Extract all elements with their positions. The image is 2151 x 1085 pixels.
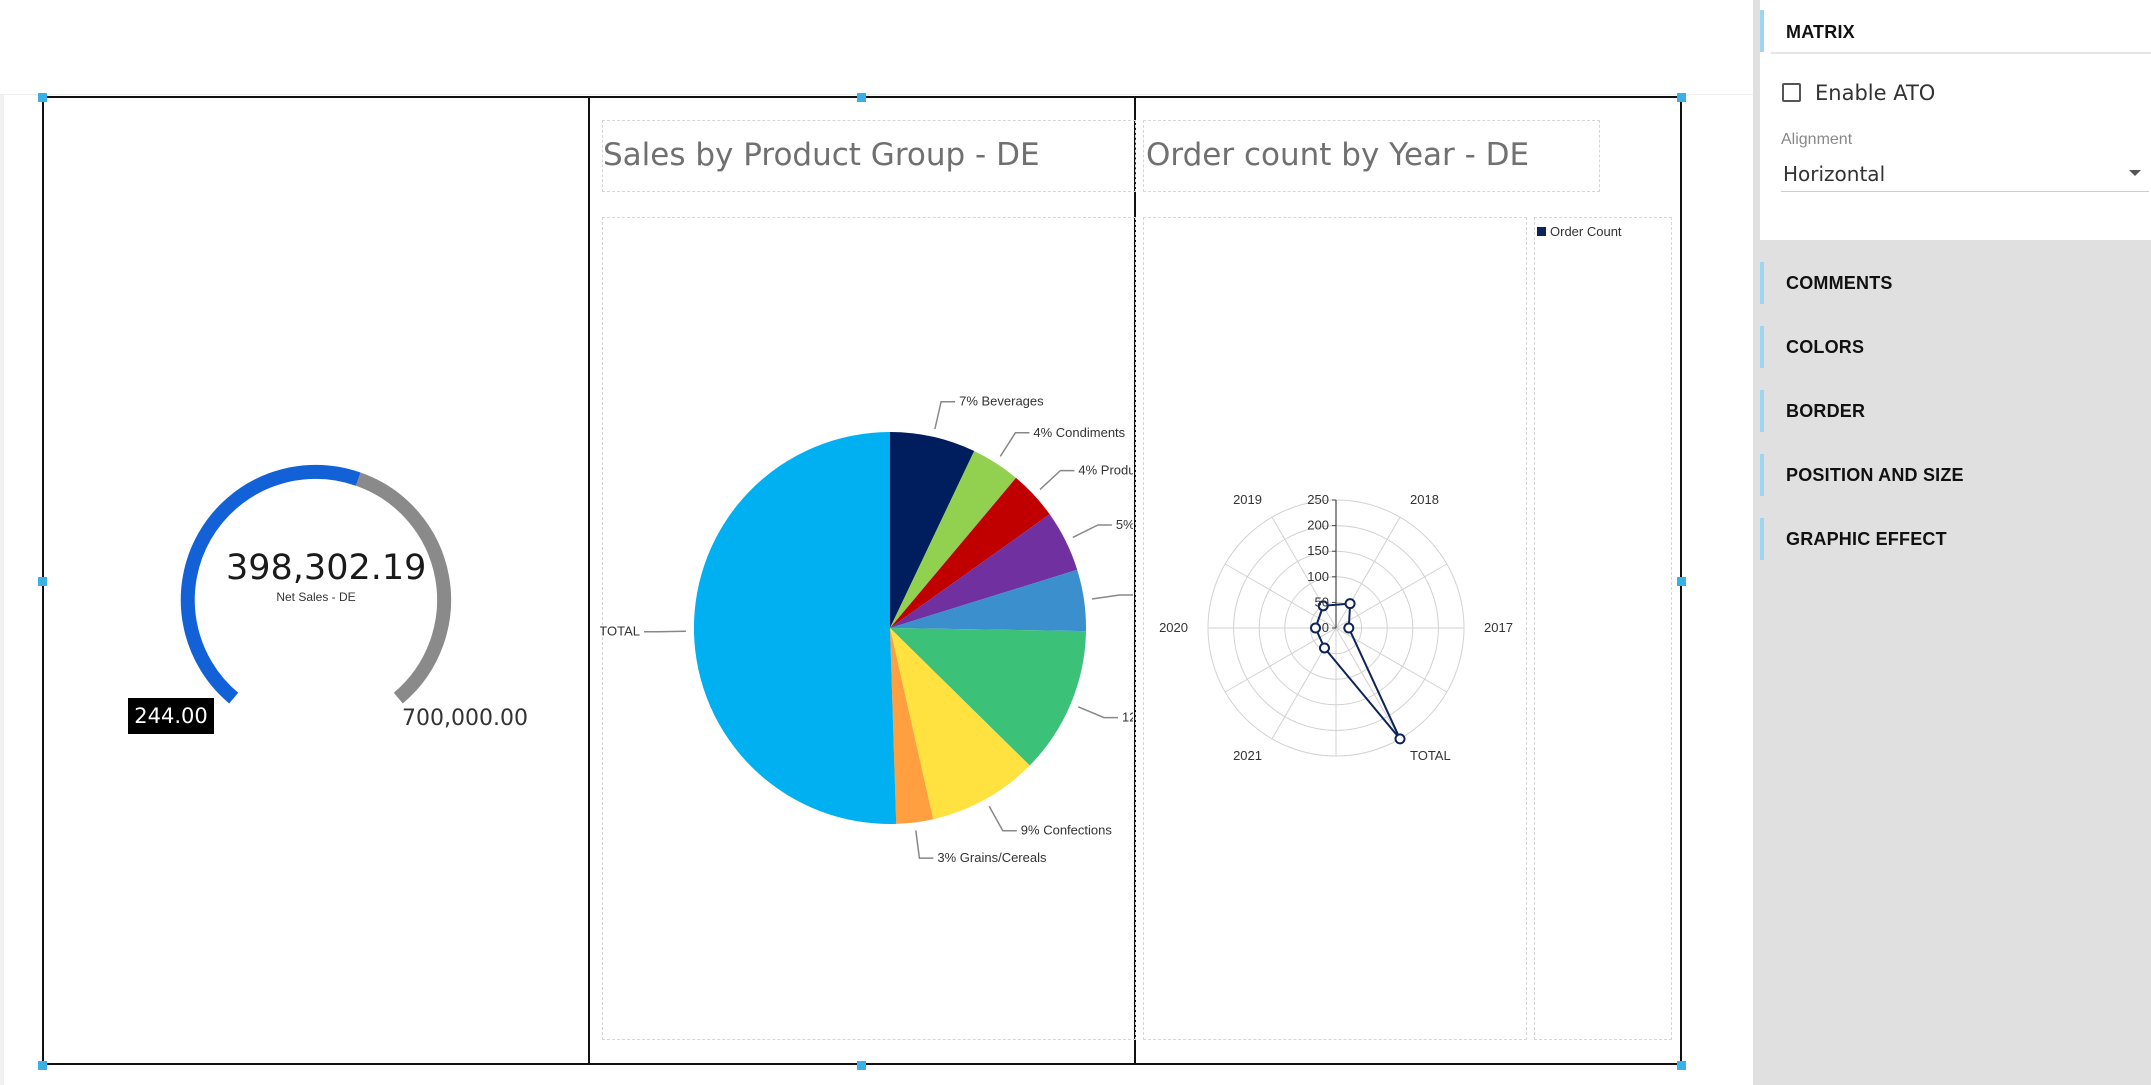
resize-handle-top-left[interactable] xyxy=(38,93,47,102)
pie-leader-line xyxy=(988,805,1017,832)
section-title-matrix[interactable]: MATRIX xyxy=(1786,22,1855,42)
matrix-section: MATRIX Enable ATO Alignment Horizontal xyxy=(1760,0,2151,240)
section-graphic-effect[interactable]: GRAPHIC EFFECT xyxy=(1786,529,1947,549)
resize-handle-bottom[interactable] xyxy=(857,1061,866,1070)
radar-category-label: 2017 xyxy=(1484,620,1513,635)
section-divider xyxy=(1771,52,2151,54)
legend-label: Order Count xyxy=(1550,224,1622,239)
section-indicator xyxy=(1760,262,1764,304)
pie-slice xyxy=(890,628,1086,766)
section-indicator xyxy=(1760,390,1764,432)
pie-slice xyxy=(890,628,934,824)
radar-title-box[interactable]: Order count by Year - DE xyxy=(1143,120,1600,192)
chevron-down-icon[interactable] xyxy=(2129,170,2141,176)
pie-chart-title: Sales by Product Group - DE xyxy=(603,137,1040,173)
pie-leader-line xyxy=(1077,706,1118,719)
section-indicator xyxy=(1760,454,1764,496)
pie-slice xyxy=(890,628,1030,820)
pie-leader-line xyxy=(1091,594,1133,600)
gauge-fill xyxy=(180,464,361,704)
pie-data-label: 9% Confections xyxy=(1021,823,1113,838)
section-comments[interactable]: COMMENTS xyxy=(1786,273,1893,293)
radar-category-label: 2020 xyxy=(1159,620,1188,635)
pie-leader-line xyxy=(1039,469,1075,491)
gauge-chart[interactable] xyxy=(0,0,1753,1085)
section-border[interactable]: BORDER xyxy=(1786,401,1866,421)
section-indicator xyxy=(1760,518,1764,560)
resize-handle-top[interactable] xyxy=(857,93,866,102)
resize-handle-right[interactable] xyxy=(1677,577,1686,586)
pie-slice xyxy=(890,569,1087,632)
legend-swatch xyxy=(1537,227,1546,236)
gauge-min-label: 244.00 xyxy=(128,698,214,734)
resize-handle-bottom-right[interactable] xyxy=(1677,1061,1686,1070)
report-canvas: 398,302.19 Net Sales - DE 244.00 700,000… xyxy=(0,0,1753,1085)
radar-chart-title: Order count by Year - DE xyxy=(1146,137,1530,173)
pie-slice xyxy=(890,432,975,628)
alignment-select[interactable]: Horizontal xyxy=(1781,158,2149,192)
radar-point xyxy=(1310,622,1322,634)
pie-title-box[interactable]: Sales by Product Group - DE xyxy=(602,120,1136,192)
gauge-label: Net Sales - DE xyxy=(276,590,356,604)
radar-tick-label: 50 xyxy=(1315,594,1329,609)
radar-tick-label: 150 xyxy=(1307,543,1329,558)
radar-point xyxy=(1394,733,1406,745)
radar-category-label: 2018 xyxy=(1410,492,1439,507)
pie-data-label: 12% xyxy=(1122,710,1148,725)
matrix-cell-border xyxy=(588,97,590,1065)
radar-point xyxy=(1343,622,1355,634)
radar-point xyxy=(1317,600,1329,612)
pie-slice xyxy=(890,477,1050,628)
radar-point xyxy=(1318,642,1330,654)
radar-category-label: TOTAL xyxy=(1410,748,1451,763)
pie-data-label: 4% Produ xyxy=(1078,463,1135,478)
pie-leader-line xyxy=(934,400,956,430)
radar-tick-label: 250 xyxy=(1307,492,1329,507)
radar-legend-area[interactable] xyxy=(1534,217,1672,1040)
section-position-and-size[interactable]: POSITION AND SIZE xyxy=(1786,465,1964,485)
radar-tick-label: 200 xyxy=(1307,518,1329,533)
canvas-gutter xyxy=(0,95,4,1085)
section-indicator xyxy=(1760,326,1764,368)
resize-handle-left[interactable] xyxy=(38,577,47,586)
enable-ato-checkbox[interactable] xyxy=(1782,83,1801,102)
resize-handle-bottom-left[interactable] xyxy=(38,1061,47,1070)
resize-handle-top-right[interactable] xyxy=(1677,93,1686,102)
radar-category-label: 2021 xyxy=(1233,748,1262,763)
properties-panel: MATRIX Enable ATO Alignment Horizontal C… xyxy=(1753,0,2151,1085)
pie-leader-line xyxy=(644,630,687,633)
pie-plot-area[interactable] xyxy=(602,217,1136,1040)
radar-tick-label: 0 xyxy=(1322,620,1329,635)
alignment-label: Alignment xyxy=(1781,131,1853,148)
gauge-max-label: 700,000.00 xyxy=(402,706,528,731)
pie-slice xyxy=(890,451,1016,628)
radar-category-label: 2019 xyxy=(1233,492,1262,507)
pie-leader-line xyxy=(915,830,934,859)
pie-leader-line xyxy=(999,432,1030,457)
gauge-track xyxy=(355,472,452,704)
pie-data-label: 4% Condiments xyxy=(1033,425,1125,440)
pie-data-label: 5% N xyxy=(1116,517,1148,532)
radar-chart[interactable]: 0 50 100 150 200 250 2017 2018 2019 2020 2021 TOTAL… xyxy=(0,0,1753,1085)
pie-leader-line xyxy=(1072,524,1112,539)
pie-slice xyxy=(693,432,897,825)
gauge-value: 398,302.19 xyxy=(226,548,427,588)
pie-data-label: 3% Grains/Cereals xyxy=(937,850,1047,865)
enable-ato-label[interactable]: Enable ATO xyxy=(1815,81,1936,105)
radar-plot-area[interactable] xyxy=(1143,217,1527,1040)
section-colors[interactable]: COLORS xyxy=(1786,337,1865,357)
radar-point xyxy=(1344,598,1356,610)
section-indicator xyxy=(1760,10,1764,52)
alignment-value: Horizontal xyxy=(1783,162,1886,186)
canvas-header-area xyxy=(0,0,1753,95)
pie-data-label: TOTAL xyxy=(599,624,640,639)
pie-slice xyxy=(890,514,1078,628)
radar-tick-label: 100 xyxy=(1307,569,1329,584)
pie-data-label: 7% Beverages xyxy=(959,394,1044,409)
